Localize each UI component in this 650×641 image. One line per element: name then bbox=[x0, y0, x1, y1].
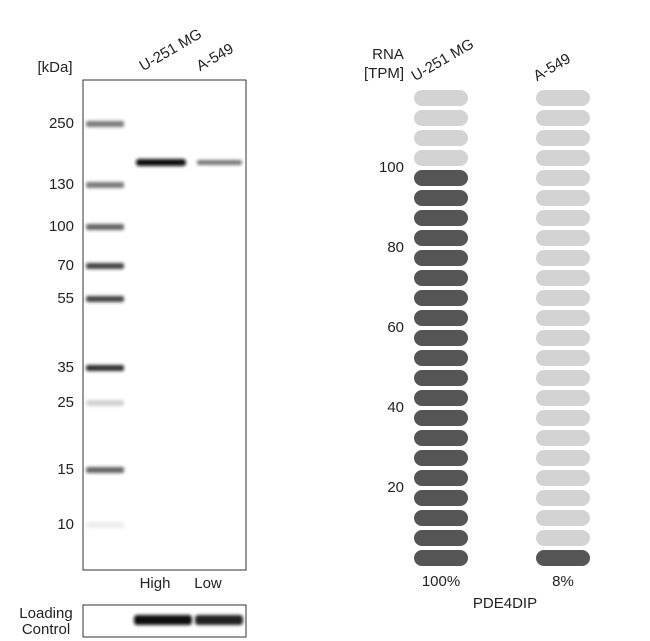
ladder-band bbox=[86, 400, 124, 406]
ladder-band bbox=[86, 467, 124, 473]
bar bbox=[414, 170, 468, 566]
band bbox=[197, 160, 242, 165]
marker-label: 25 bbox=[57, 394, 74, 411]
pill bbox=[414, 90, 468, 106]
pill bbox=[414, 470, 468, 486]
y-tick-label: 80 bbox=[387, 239, 404, 256]
pill bbox=[536, 210, 590, 226]
pill bbox=[414, 230, 468, 246]
loading-label: Control bbox=[22, 621, 70, 638]
pill bbox=[414, 330, 468, 346]
pill bbox=[536, 430, 590, 446]
pill bbox=[414, 170, 468, 186]
ladder-band bbox=[86, 296, 124, 302]
pill bbox=[536, 230, 590, 246]
pill bbox=[414, 450, 468, 466]
pill bbox=[536, 550, 590, 566]
y-tick-label: 100 bbox=[379, 159, 404, 176]
unit-label: [kDa] bbox=[37, 59, 72, 76]
y-tick-label: 20 bbox=[387, 479, 404, 496]
level-label: Low bbox=[194, 575, 222, 592]
pill bbox=[536, 350, 590, 366]
pill bbox=[536, 150, 590, 166]
level-label: High bbox=[140, 575, 171, 592]
pill bbox=[414, 350, 468, 366]
pill bbox=[414, 250, 468, 266]
pill bbox=[414, 290, 468, 306]
pill bbox=[414, 530, 468, 546]
loading-label: Loading bbox=[19, 605, 72, 622]
pill bbox=[414, 510, 468, 526]
pill bbox=[414, 270, 468, 286]
pill bbox=[414, 210, 468, 226]
y-label: [TPM] bbox=[364, 65, 404, 82]
bar bbox=[536, 550, 590, 566]
pill bbox=[414, 130, 468, 146]
ladder-band bbox=[86, 365, 124, 371]
pill bbox=[536, 170, 590, 186]
ladder-band bbox=[86, 121, 124, 127]
ladder-band bbox=[86, 263, 124, 269]
pill bbox=[536, 490, 590, 506]
ladder-band bbox=[86, 522, 124, 528]
pill bbox=[536, 130, 590, 146]
lane-label: U-251 MG bbox=[136, 26, 204, 75]
blot-frame bbox=[82, 79, 247, 571]
pill bbox=[536, 330, 590, 346]
marker-label: 55 bbox=[57, 290, 74, 307]
pill bbox=[414, 310, 468, 326]
pill bbox=[414, 490, 468, 506]
pill bbox=[414, 150, 468, 166]
ladder-band bbox=[86, 182, 124, 188]
marker-label: 100 bbox=[49, 218, 74, 235]
marker-label: 250 bbox=[49, 115, 74, 132]
pill bbox=[536, 110, 590, 126]
marker-label: 15 bbox=[57, 461, 74, 478]
pill bbox=[414, 430, 468, 446]
pill bbox=[536, 450, 590, 466]
marker-label: 130 bbox=[49, 176, 74, 193]
ladder-band bbox=[86, 224, 124, 230]
pill bbox=[414, 550, 468, 566]
pill bbox=[536, 290, 590, 306]
pill bbox=[536, 470, 590, 486]
value-label: 100% bbox=[422, 573, 460, 590]
band bbox=[136, 159, 186, 166]
pill bbox=[536, 510, 590, 526]
loading-band bbox=[195, 615, 243, 625]
marker-label: 10 bbox=[57, 516, 74, 533]
category-label: U-251 MG bbox=[408, 36, 476, 85]
pill bbox=[414, 110, 468, 126]
gene-label: PDE4DIP bbox=[473, 595, 537, 612]
pill bbox=[536, 530, 590, 546]
pill bbox=[536, 250, 590, 266]
pill bbox=[536, 190, 590, 206]
y-tick-label: 60 bbox=[387, 319, 404, 336]
pill bbox=[414, 190, 468, 206]
lane-label: A-549 bbox=[193, 40, 236, 75]
value-label: 8% bbox=[552, 573, 574, 590]
pill bbox=[536, 370, 590, 386]
marker-label: 70 bbox=[57, 257, 74, 274]
marker-label: 35 bbox=[57, 359, 74, 376]
pill bbox=[414, 390, 468, 406]
pill bbox=[414, 410, 468, 426]
y-label: RNA bbox=[372, 46, 404, 63]
pill bbox=[536, 310, 590, 326]
loading-band bbox=[134, 615, 192, 625]
pill bbox=[536, 90, 590, 106]
pill bbox=[414, 370, 468, 386]
pill bbox=[536, 270, 590, 286]
y-tick-label: 40 bbox=[387, 399, 404, 416]
pill bbox=[536, 410, 590, 426]
pill bbox=[536, 390, 590, 406]
category-label: A-549 bbox=[530, 50, 573, 85]
